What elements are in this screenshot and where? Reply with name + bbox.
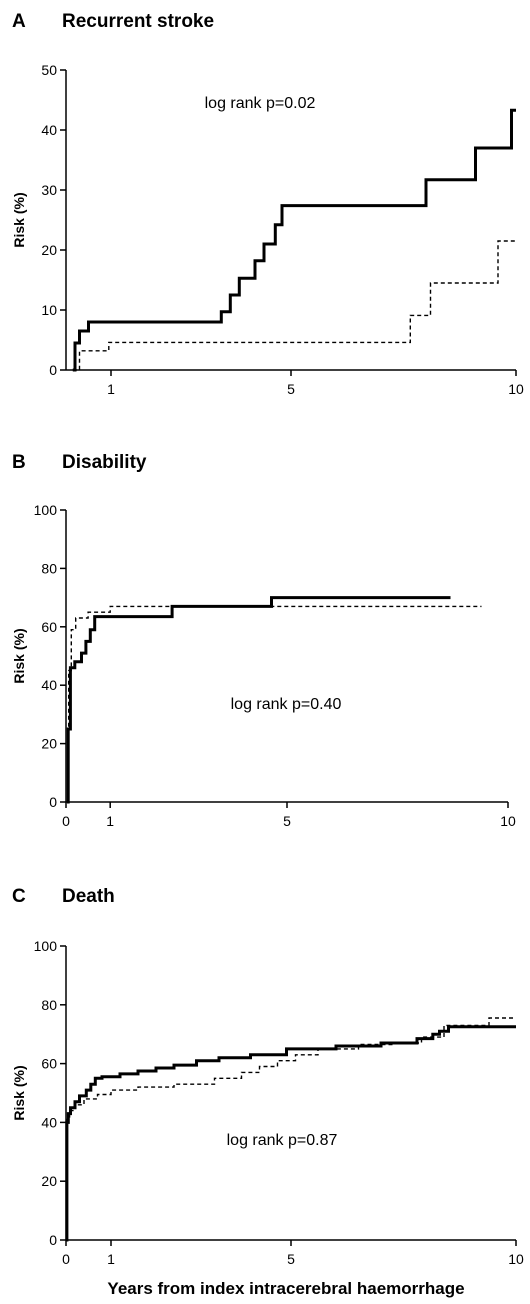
x-axis-label: Years from index intracerebral haemorrha…	[107, 1279, 464, 1298]
panel-letter: A	[12, 11, 26, 32]
y-tick-label: 40	[41, 1114, 57, 1130]
x-tick-label: 10	[508, 1251, 524, 1267]
x-tick-label: 1	[107, 381, 115, 397]
x-tick-label: 0	[62, 813, 70, 829]
x-tick-label: 10	[508, 381, 524, 397]
y-tick-label: 0	[49, 1232, 57, 1248]
y-tick-label: 80	[41, 997, 57, 1013]
y-tick-label: 100	[34, 502, 58, 518]
panel-b: B Disability 0 20 40 60 80 100 0 1 5 10 Risk (%) log …	[11, 452, 516, 829]
series-solid-line	[72, 108, 516, 372]
panel-letter: B	[12, 452, 26, 473]
x-tick-label: 0	[62, 1251, 70, 1267]
panel-title: Disability	[62, 452, 147, 473]
panel-title: Death	[62, 886, 115, 907]
y-axis-label: Risk (%)	[11, 1065, 27, 1120]
x-tick-label: 1	[107, 1251, 115, 1267]
y-tick-label: 10	[41, 302, 57, 318]
log-rank-annotation: log rank p=0.87	[227, 1132, 338, 1149]
panel-a: A Recurrent stroke 0 10 20 30 40 50 1 5 10 Risk (%)…	[11, 11, 524, 397]
x-tick-label: 5	[287, 381, 295, 397]
y-tick-label: 60	[41, 619, 57, 635]
series-solid-line	[66, 596, 451, 804]
log-rank-annotation: log rank p=0.02	[205, 95, 316, 112]
series-dashed-line	[72, 240, 516, 371]
log-rank-annotation: log rank p=0.40	[231, 696, 342, 713]
panel-title: Recurrent stroke	[62, 11, 214, 32]
y-tick-label: 40	[41, 122, 57, 138]
y-tick-label: 20	[41, 1173, 57, 1189]
y-axis-label: Risk (%)	[11, 628, 27, 683]
y-tick-label: 20	[41, 736, 57, 752]
series-solid-line	[65, 1025, 516, 1242]
x-tick-label: 5	[287, 1251, 295, 1267]
y-tick-label: 40	[41, 677, 57, 693]
y-tick-label: 0	[49, 362, 57, 378]
y-tick-label: 80	[41, 560, 57, 576]
y-tick-label: 100	[34, 938, 58, 954]
y-tick-label: 20	[41, 242, 57, 258]
y-axis-label: Risk (%)	[11, 192, 27, 247]
y-tick-label: 50	[41, 62, 57, 78]
panel-c: C Death 0 20 40 60 80 100 0 1 5 10 Risk (%) log rank …	[11, 886, 524, 1267]
x-tick-label: 5	[283, 813, 291, 829]
y-tick-label: 60	[41, 1056, 57, 1072]
x-tick-label: 10	[500, 813, 516, 829]
panel-letter: C	[12, 886, 26, 907]
x-tick-label: 1	[106, 813, 114, 829]
series-dashed-line	[66, 605, 482, 803]
y-tick-label: 0	[49, 794, 57, 810]
series-dashed-line	[66, 1017, 516, 1241]
y-tick-label: 30	[41, 182, 57, 198]
